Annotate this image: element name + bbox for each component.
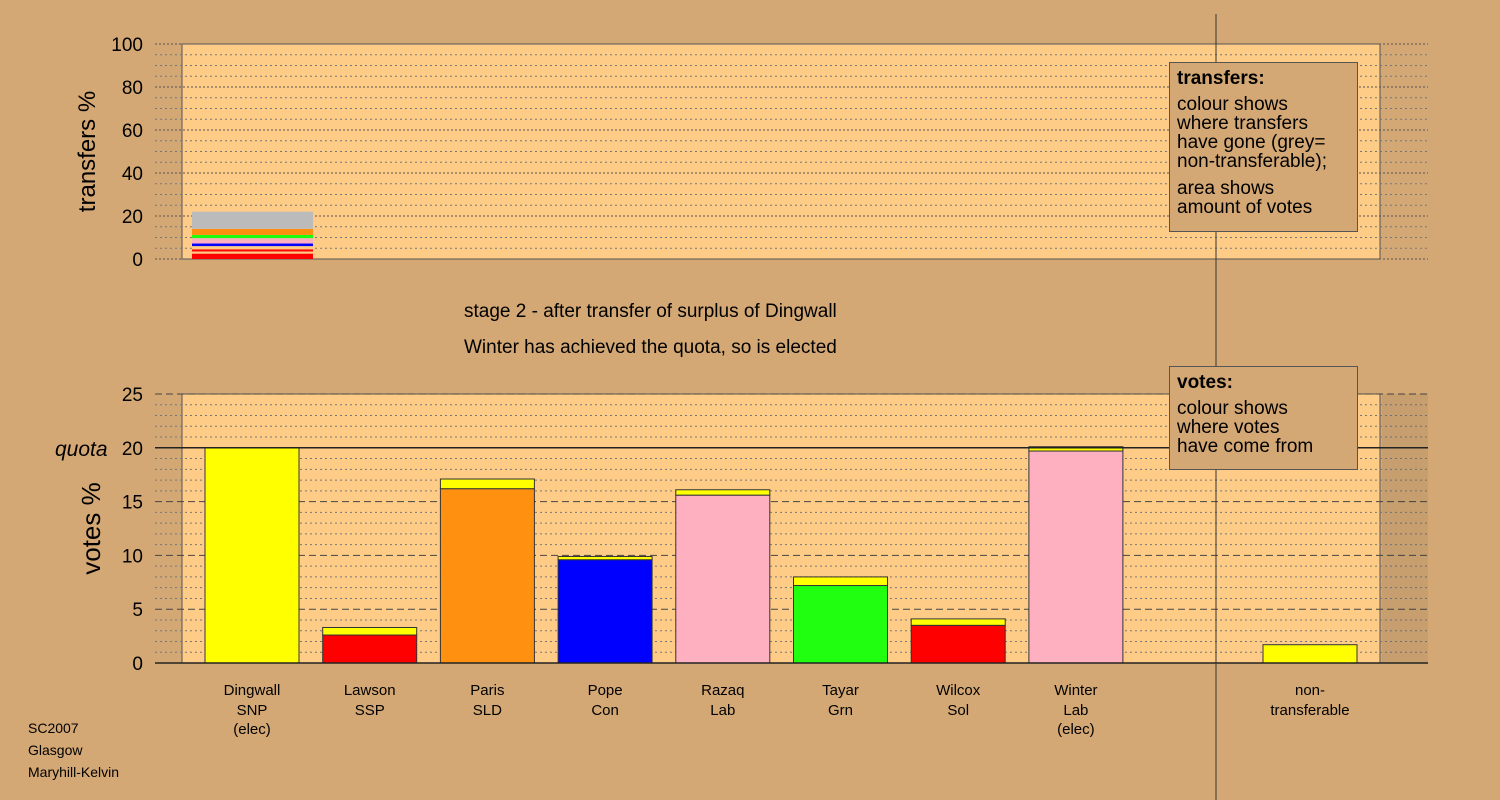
transfers-y-tick-label: 20 <box>122 207 143 228</box>
transfers-y-tick-label: 100 <box>111 35 143 56</box>
transfer-segment <box>192 253 313 259</box>
vote-bar-wilcox <box>910 624 1006 664</box>
candidate-name-label: Pope <box>588 682 623 699</box>
nontransferable-label: transferable <box>1270 702 1349 719</box>
votes-legend-line: colour shows <box>1177 398 1288 419</box>
votes-right-shade <box>1382 394 1428 663</box>
transfers-y-axis-label: transfers % <box>74 91 101 212</box>
candidate-name-label: Lawson <box>344 682 396 699</box>
transfer-segment <box>192 251 313 254</box>
votes-y-tick-label: 25 <box>122 385 143 406</box>
candidate-name-label: Razaq <box>701 682 744 699</box>
stage-title: stage 2 - after transfer of surplus of D… <box>464 301 837 322</box>
transfers-legend-line: colour shows <box>1177 94 1288 115</box>
vote-bar-transfer-paris <box>439 478 535 490</box>
transfer-segment <box>192 243 313 247</box>
vote-bar-paris <box>439 488 535 664</box>
votes-y-tick-label: 10 <box>122 546 143 567</box>
vote-bar-winter <box>1028 450 1124 664</box>
candidate-name-label: Tayar <box>822 682 859 699</box>
transfer-segment <box>192 238 313 244</box>
vote-bar-pope <box>557 559 653 664</box>
vote-bar-transfer-wilcox <box>910 618 1006 626</box>
votes-y-tick-label: 20 <box>122 439 143 460</box>
votes-y-tick-label: 5 <box>132 600 143 621</box>
transfers-y-tick-label: 60 <box>122 121 143 142</box>
transfers-y-tick-label: 40 <box>122 164 143 185</box>
transfer-segment <box>192 249 313 252</box>
votes-legend-line: have come from <box>1177 436 1314 457</box>
transfers-legend-line: have gone (grey= <box>1177 132 1326 153</box>
transfers-legend-line: where transfers <box>1177 113 1308 134</box>
vote-bar-transfer-tayar <box>793 576 888 587</box>
candidate-party-label: Con <box>591 702 619 719</box>
footer-election: SC2007 <box>28 720 79 736</box>
candidate-name-label: Paris <box>470 682 504 699</box>
candidate-party-label: Grn <box>828 702 853 719</box>
vote-bar-transfer-winter <box>1028 446 1124 452</box>
candidate-party-label: SLD <box>473 702 502 719</box>
vote-bar-nontransferable <box>1262 644 1358 664</box>
transfers-y-tick-label: 80 <box>122 78 143 99</box>
candidate-elected-label: (elec) <box>233 721 271 738</box>
vote-bar-transfer-pope <box>557 555 653 561</box>
candidate-party-label: Lab <box>710 702 735 719</box>
transfers-legend-line: amount of votes <box>1177 197 1313 218</box>
stage-note: Winter has achieved the quota, so is ele… <box>464 337 837 358</box>
votes-y-tick-label: 15 <box>122 493 143 514</box>
votes-legend: votes: colour shows where votes have com… <box>1169 366 1358 470</box>
transfers-y-tick-label: 0 <box>132 250 143 271</box>
vote-bar-transfer-lawson <box>322 626 418 636</box>
vote-bar-tayar <box>793 585 888 664</box>
vote-bar-dingwall <box>204 447 300 664</box>
votes-legend-title: votes: <box>1177 372 1233 393</box>
transfers-legend-line: area shows <box>1177 178 1275 199</box>
candidate-name-label: Wilcox <box>936 682 981 699</box>
footer-ward: Maryhill-Kelvin <box>28 764 120 780</box>
quota-label: quota <box>55 438 108 461</box>
transfers-legend-line: non-transferable); <box>1177 151 1327 172</box>
transfer-segment <box>192 234 313 239</box>
nontransferable-label: non- <box>1295 682 1325 699</box>
footer-council: Glasgow <box>28 742 83 758</box>
transfer-segment <box>192 246 313 250</box>
transfers-legend-title: transfers: <box>1177 68 1265 89</box>
candidate-name-label: Winter <box>1054 682 1097 699</box>
transfer-segment <box>192 211 313 229</box>
vote-bar-lawson <box>322 634 418 664</box>
votes-legend-line: where votes <box>1177 417 1280 438</box>
votes-y-axis-label: votes % <box>76 482 106 575</box>
transfer-segment <box>192 228 313 235</box>
votes-y-tick-label: 0 <box>132 654 143 675</box>
candidate-party-label: Lab <box>1063 702 1088 719</box>
candidate-party-label: Sol <box>947 702 969 719</box>
candidate-elected-label: (elec) <box>1057 721 1095 738</box>
vote-bar-transfer-razaq <box>675 489 771 496</box>
candidate-name-label: Dingwall <box>224 682 281 699</box>
vote-bar-razaq <box>675 494 771 664</box>
candidate-party-label: SNP <box>237 702 268 719</box>
candidate-party-label: SSP <box>355 702 385 719</box>
transfers-legend: transfers: colour shows where transfers … <box>1169 62 1358 232</box>
